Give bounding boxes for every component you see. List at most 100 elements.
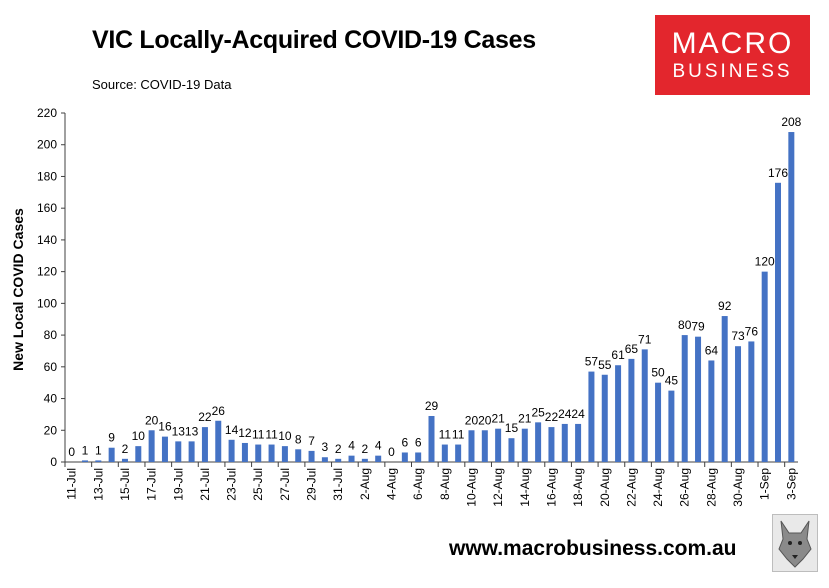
data-label: 11 [252,428,265,442]
bar [655,382,662,462]
bar [108,447,115,462]
y-tick-label: 160 [37,201,57,215]
data-label: 45 [665,374,679,388]
data-label: 73 [731,329,745,343]
bar [441,444,448,462]
x-tick-label: 4-Aug [385,468,399,500]
data-label: 64 [705,343,719,357]
bar [668,390,675,462]
data-label: 57 [585,355,599,369]
x-tick-label: 20-Aug [598,468,612,507]
bar [255,444,262,462]
website-url[interactable]: www.macrobusiness.com.au [449,537,737,560]
data-label: 24 [558,407,572,421]
x-tick-label: 10-Aug [464,468,478,507]
data-label: 13 [172,424,186,438]
data-label: 8 [295,432,302,446]
data-label: 176 [768,166,788,180]
bar [281,446,288,462]
x-tick-label: 27-Jul [278,468,292,501]
macrobusiness-logo[interactable]: MACRO BUSINESS [655,15,810,95]
data-label: 9 [108,431,115,445]
data-label: 24 [571,407,585,421]
wolf-head-icon [772,514,818,572]
bar [508,438,515,462]
data-label: 76 [745,324,759,338]
data-label: 2 [335,442,342,456]
x-tick-label: 17-Jul [145,468,159,501]
x-tick-label: 26-Aug [678,468,692,507]
bar [521,428,528,462]
bar [628,358,635,462]
bar [335,458,342,462]
x-tick-label: 14-Aug [518,468,532,507]
bar [468,430,475,462]
bar [415,452,422,462]
bar [428,415,435,462]
bar [641,349,648,462]
data-label: 50 [651,366,665,380]
data-label: 7 [308,434,315,448]
x-tick-label: 22-Aug [624,468,638,507]
bar [401,452,408,462]
bar [708,360,715,462]
bar [575,423,582,462]
bar [215,420,222,462]
bar [788,132,795,462]
bar [535,422,542,462]
x-tick-label: 3-Sep [784,468,798,500]
x-tick-label: 19-Jul [171,468,185,501]
data-label: 11 [439,428,452,442]
data-label: 16 [158,420,172,434]
bar [455,444,462,462]
data-label: 71 [638,332,652,346]
y-tick-label: 220 [37,106,57,120]
data-label: 22 [545,410,559,424]
data-label: 21 [491,412,505,426]
data-label: 2 [362,442,369,456]
x-tick-label: 15-Jul [118,468,132,501]
bar [495,428,502,462]
y-tick-label: 200 [37,138,57,152]
data-label: 0 [388,445,395,459]
data-label: 25 [531,405,545,419]
data-label: 20 [145,413,159,427]
bar [735,346,742,462]
data-label: 4 [348,439,355,453]
x-tick-label: 8-Aug [438,468,452,500]
data-label: 10 [132,429,146,443]
bar [588,371,595,462]
chart-title: VIC Locally-Acquired COVID-19 Cases [92,26,536,54]
data-label: 1 [95,443,102,457]
data-label: 20 [478,413,492,427]
bar [601,374,608,462]
bar [481,430,488,462]
bar [308,450,315,462]
x-tick-label: 31-Jul [331,468,345,501]
data-label: 26 [212,404,226,418]
data-label: 3 [322,440,329,454]
x-tick-label: 18-Aug [571,468,585,507]
bar [681,335,688,462]
data-label: 6 [402,435,409,449]
bar [121,458,128,462]
data-label: 20 [465,413,479,427]
y-tick-label: 20 [44,423,58,437]
logo-line-macro: MACRO [671,27,794,60]
y-tick-label: 100 [37,296,57,310]
data-label: 21 [518,412,532,426]
bar [188,441,195,462]
data-label: 13 [185,424,199,438]
y-tick-label: 60 [44,360,58,374]
bar [228,439,235,462]
data-label: 4 [375,439,382,453]
bar [615,365,622,462]
x-tick-label: 11-Jul [65,468,79,500]
x-tick-label: 2-Aug [358,468,372,500]
data-label: 12 [238,426,252,440]
bar [241,442,248,462]
data-label: 92 [718,299,732,313]
bar [348,455,355,462]
data-label: 6 [415,435,422,449]
